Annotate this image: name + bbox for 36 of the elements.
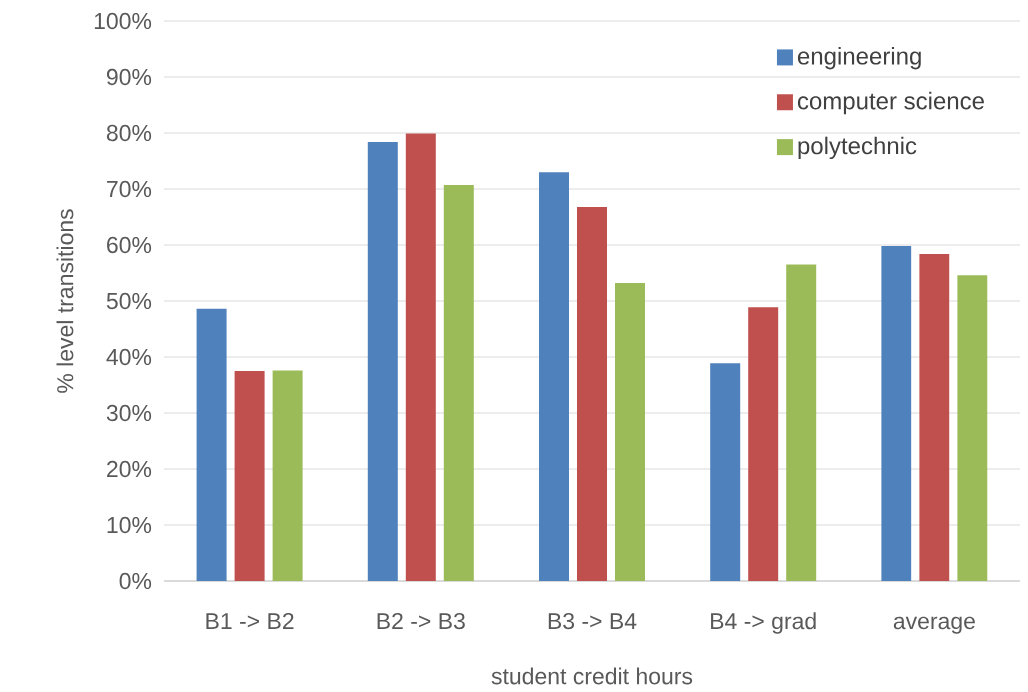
bar (443, 185, 474, 581)
x-tick-label: average (893, 616, 975, 634)
bar (234, 370, 265, 581)
x-axis-title: student credit hours (491, 667, 693, 685)
bar (748, 307, 779, 581)
y-tick-label: 10% (107, 516, 152, 534)
bar (615, 283, 645, 581)
bar (786, 264, 817, 581)
bar (881, 246, 912, 581)
y-axis-title: % level transitions (56, 209, 74, 393)
y-tick-label: 100% (94, 12, 152, 30)
y-tick-label: 60% (107, 236, 152, 254)
x-tick-label: B1 -> B2 (206, 612, 294, 629)
x-tick-label: B3 -> B4 (548, 612, 637, 630)
bar (196, 308, 227, 581)
bar (957, 275, 988, 581)
bar (405, 133, 436, 581)
y-tick-label: 20% (107, 460, 152, 478)
y-tick-label: 80% (106, 124, 152, 142)
bar (919, 253, 950, 581)
y-tick-label: 50% (106, 292, 152, 310)
y-tick-label: 0% (119, 572, 152, 590)
x-tick-label: B2 -> B3 (377, 612, 465, 630)
y-tick-label: 40% (106, 348, 152, 366)
bar (577, 206, 607, 581)
y-tick-label: 70% (107, 180, 152, 198)
x-tick-label: B4 -> grad (711, 612, 816, 634)
bar (367, 141, 398, 581)
legend-label: engineering (797, 46, 921, 70)
bar (272, 370, 303, 581)
legend-label: polytechnic (798, 136, 917, 160)
bar (539, 172, 569, 581)
bar (710, 363, 741, 581)
legend-label: computer science (797, 91, 984, 115)
y-tick-label: 90% (106, 68, 152, 86)
y-tick-label: 30% (106, 404, 152, 422)
